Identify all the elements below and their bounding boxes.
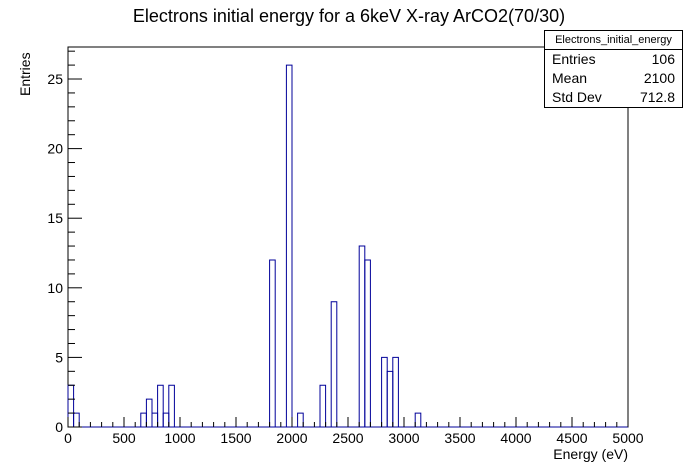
y-tick-label: 5 [55,349,63,365]
histogram-bin [162,412,170,427]
histogram-bin [358,245,366,427]
y-axis: 0 5 10 15 20 25 [47,50,82,435]
y-tick-label: 0 [55,419,63,435]
stats-box-title: Electrons_initial_energy [545,31,682,50]
histogram-bin [140,412,147,427]
histogram-bin [145,398,153,427]
x-tick-label: 2000 [276,430,307,446]
chart-title: Electrons initial energy for a 6keV X-ra… [132,6,566,26]
y-tick-label: 10 [47,280,63,296]
x-tick-label: 3500 [444,430,475,446]
histogram-bin [168,384,175,427]
stats-label: Mean [552,70,588,86]
x-tick-label: 0 [64,430,72,446]
x-tick-label: 2500 [332,430,363,446]
x-tick-label: 4500 [556,430,587,446]
histogram-bin [319,384,327,427]
y-tick-label: 20 [47,141,63,157]
x-tick-label: 1500 [220,430,251,446]
x-tick-label: 500 [112,430,136,446]
histogram-bin [330,301,338,427]
histogram-bin [67,384,75,427]
histogram-bin [157,384,164,427]
x-tick-label: 3000 [388,430,419,446]
histogram-bin [73,412,80,427]
x-tick-label: 1000 [164,430,195,446]
x-axis: 0 500 1000 1500 2000 2500 3000 3500 4000 4500 5000 [64,417,644,446]
y-tick-label: 15 [47,210,63,226]
stats-box: Electrons_initial_energy Entries 106 Mea… [544,30,683,108]
y-tick-label: 25 [47,71,63,87]
histogram-bin [414,412,422,427]
x-tick-label: 5000 [612,430,643,446]
stats-label: Std Dev [552,89,602,105]
stats-row-stddev: Std Dev 712.8 [545,88,682,107]
histogram-bin [386,370,394,427]
stats-row-mean: Mean 2100 [545,69,682,88]
stats-row-entries: Entries 106 [545,50,682,69]
histogram-bars [67,64,628,428]
histogram-bin [269,259,276,427]
x-axis-label: Energy (eV) [553,446,628,462]
y-axis-label: Entries [17,52,33,96]
stats-value: 2100 [643,70,675,86]
x-tick-label: 4000 [500,430,531,446]
stats-value: 712.8 [639,89,675,105]
histogram-bin [364,259,371,427]
histogram-bin [151,412,159,427]
stats-value: 106 [651,51,675,67]
histogram-bin [297,412,304,427]
histogram-bin [392,356,399,427]
stats-label: Entries [552,51,596,67]
histogram-bin [381,356,388,427]
histogram-bin [285,64,293,427]
